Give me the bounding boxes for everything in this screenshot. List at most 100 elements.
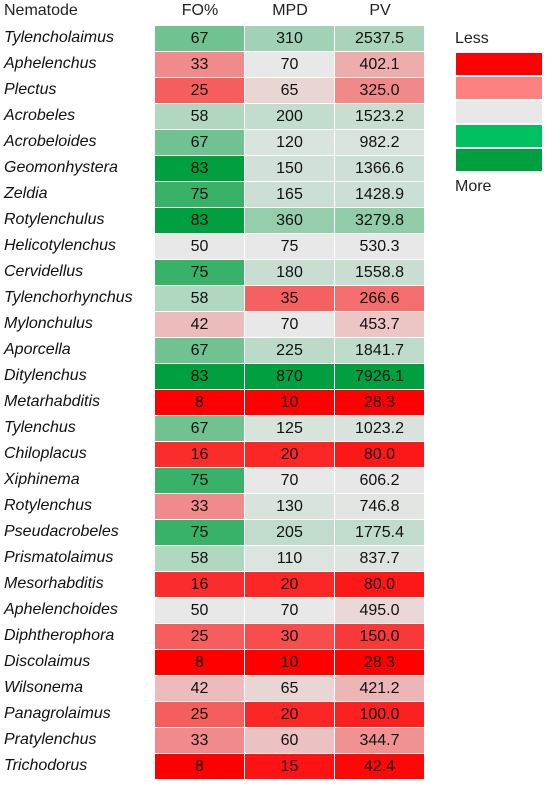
header-mpd: MPD <box>272 2 308 19</box>
heat-cell-mpd: 30 <box>245 624 334 649</box>
heat-cell-pv: 530.3 <box>335 234 424 259</box>
nematode-name: Aporcella <box>4 341 71 358</box>
table-row: Panagrolaimus 25 20 100.0 <box>0 702 430 728</box>
table-row: Chiloplacus 16 20 80.0 <box>0 442 430 468</box>
color-legend: Less More <box>455 30 547 196</box>
table-row: Aporcella 67 225 1841.7 <box>0 338 430 364</box>
nematode-name: Rotylenchulus <box>4 211 105 228</box>
nematode-name: Mesorhabditis <box>4 575 104 592</box>
header-fo: FO% <box>181 2 219 19</box>
heat-cell-fo: 75 <box>155 468 244 493</box>
heat-cell-fo: 25 <box>155 702 244 727</box>
table-row: Tylencholaimus 67 310 2537.5 <box>0 26 430 52</box>
table-row: Mylonchulus 42 70 453.7 <box>0 312 430 338</box>
heat-cell-pv: 80.0 <box>335 572 424 597</box>
heat-cell-pv: 80.0 <box>335 442 424 467</box>
heat-cell-fo: 16 <box>155 572 244 597</box>
heat-cell-pv: 606.2 <box>335 468 424 493</box>
legend-swatches <box>455 52 547 172</box>
heat-cell-mpd: 165 <box>245 182 334 207</box>
table-row: Tylenchorhynchus 58 35 266.6 <box>0 286 430 312</box>
nematode-name: Acrobeloides <box>4 133 97 150</box>
nematode-name: Tylencholaimus <box>4 29 114 46</box>
table-row: Rotylenchulus 83 360 3279.8 <box>0 208 430 234</box>
legend-swatch <box>455 52 543 76</box>
heat-cell-pv: 1023.2 <box>335 416 424 441</box>
heat-cell-fo: 33 <box>155 52 244 77</box>
heat-cell-pv: 1558.8 <box>335 260 424 285</box>
header-pv: PV <box>369 2 391 19</box>
heat-cell-mpd: 120 <box>245 130 334 155</box>
nematode-name: Cervidellus <box>4 263 84 280</box>
heat-cell-mpd: 205 <box>245 520 334 545</box>
heat-cell-mpd: 20 <box>245 442 334 467</box>
nematode-name: Acrobeles <box>4 107 76 124</box>
heat-cell-pv: 28.3 <box>335 650 424 675</box>
nematode-name: Trichodorus <box>4 757 88 774</box>
heat-cell-pv: 495.0 <box>335 598 424 623</box>
heat-cell-fo: 58 <box>155 104 244 129</box>
header-nematode: Nematode <box>4 2 78 19</box>
nematode-name: Pratylenchus <box>4 731 97 748</box>
heat-cell-pv: 266.6 <box>335 286 424 311</box>
heat-cell-fo: 67 <box>155 130 244 155</box>
heat-cell-pv: 7926.1 <box>335 364 424 389</box>
heat-cell-fo: 75 <box>155 260 244 285</box>
heat-cell-mpd: 75 <box>245 234 334 259</box>
nematode-name: Zeldia <box>4 185 48 202</box>
table-row: Acrobeloides 67 120 982.2 <box>0 130 430 156</box>
heat-cell-mpd: 150 <box>245 156 334 181</box>
heat-cell-fo: 33 <box>155 728 244 753</box>
heat-cell-pv: 3279.8 <box>335 208 424 233</box>
table-row: Ditylenchus 83 870 7926.1 <box>0 364 430 390</box>
heat-cell-mpd: 125 <box>245 416 334 441</box>
table-row: Diphtherophora 25 30 150.0 <box>0 624 430 650</box>
table-row: Mesorhabditis 16 20 80.0 <box>0 572 430 598</box>
heat-cell-pv: 2537.5 <box>335 26 424 51</box>
heat-cell-mpd: 70 <box>245 312 334 337</box>
legend-swatch <box>455 100 543 124</box>
nematode-name: Aphelenchus <box>4 55 97 72</box>
table-row: Pseudacrobeles 75 205 1775.4 <box>0 520 430 546</box>
heat-cell-mpd: 130 <box>245 494 334 519</box>
legend-less-label: Less <box>455 30 489 47</box>
nematode-name: Rotylenchus <box>4 497 93 514</box>
heat-cell-pv: 453.7 <box>335 312 424 337</box>
table-row: Metarhabditis 8 10 28.3 <box>0 390 430 416</box>
nematode-name: Discolaimus <box>4 653 91 670</box>
heat-cell-mpd: 60 <box>245 728 334 753</box>
nematode-name: Tylenchorhynchus <box>4 289 133 306</box>
nematode-name: Pseudacrobeles <box>4 523 119 540</box>
nematode-name: Ditylenchus <box>4 367 87 384</box>
nematode-name: Tylenchus <box>4 419 76 436</box>
table-row: Rotylenchus 33 130 746.8 <box>0 494 430 520</box>
nematode-name: Chiloplacus <box>4 445 87 462</box>
table-row: Acrobeles 58 200 1523.2 <box>0 104 430 130</box>
nematode-name: Prismatolaimus <box>4 549 114 566</box>
legend-swatch <box>455 76 543 100</box>
table-row: Aphelenchus 33 70 402.1 <box>0 52 430 78</box>
heat-cell-mpd: 65 <box>245 78 334 103</box>
heat-cell-mpd: 20 <box>245 702 334 727</box>
heat-cell-pv: 1523.2 <box>335 104 424 129</box>
heat-cell-fo: 25 <box>155 624 244 649</box>
nematode-name: Aphelenchoides <box>4 601 118 618</box>
heat-cell-mpd: 70 <box>245 52 334 77</box>
heat-cell-pv: 421.2 <box>335 676 424 701</box>
heat-cell-fo: 75 <box>155 182 244 207</box>
heat-cell-fo: 25 <box>155 78 244 103</box>
heat-cell-pv: 982.2 <box>335 130 424 155</box>
heat-cell-mpd: 225 <box>245 338 334 363</box>
heat-cell-mpd: 70 <box>245 468 334 493</box>
heat-cell-fo: 67 <box>155 26 244 51</box>
heat-cell-fo: 50 <box>155 598 244 623</box>
table-row: Zeldia 75 165 1428.9 <box>0 182 430 208</box>
table-row: Plectus 25 65 325.0 <box>0 78 430 104</box>
heat-cell-fo: 33 <box>155 494 244 519</box>
table-row: Pratylenchus 33 60 344.7 <box>0 728 430 754</box>
heat-cell-fo: 58 <box>155 286 244 311</box>
table-header: Nematode FO% MPD PV <box>0 0 430 24</box>
heat-cell-mpd: 15 <box>245 754 334 779</box>
heat-cell-pv: 402.1 <box>335 52 424 77</box>
table-row: Helicotylenchus 50 75 530.3 <box>0 234 430 260</box>
